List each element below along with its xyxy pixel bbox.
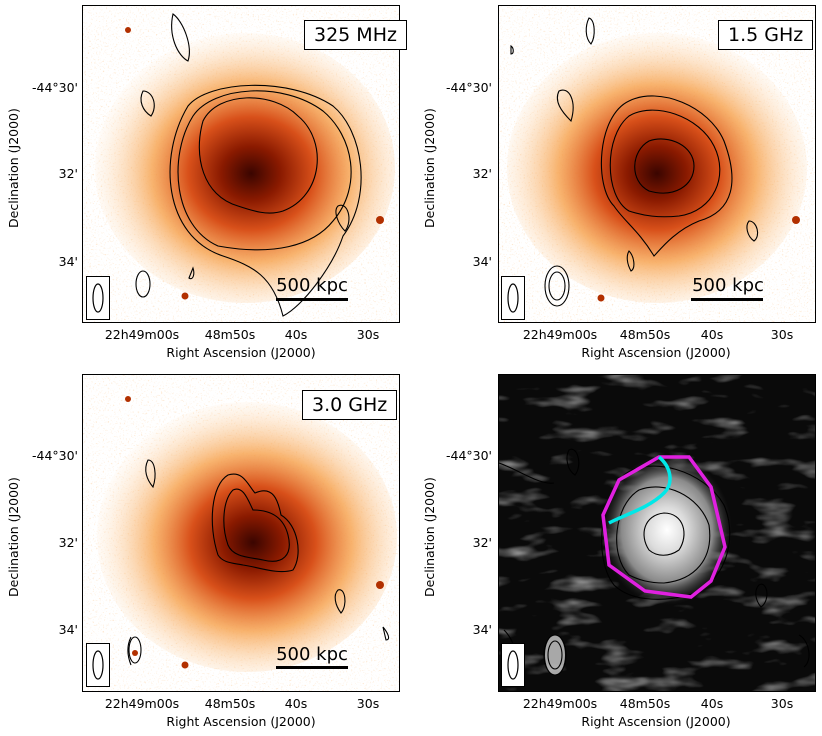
scale-bar bbox=[276, 666, 348, 669]
scale-bar-label: 500 kpc bbox=[692, 275, 764, 296]
xtick: 48m50s bbox=[619, 696, 671, 711]
ytick: 32' bbox=[58, 535, 78, 550]
radio-image-grayscale bbox=[498, 374, 816, 692]
ytick: -44°30' bbox=[31, 448, 78, 463]
y-axis-label: Declination (J2000) bbox=[6, 108, 21, 228]
xtick: 48m50s bbox=[204, 327, 256, 342]
xtick: 48m50s bbox=[619, 327, 671, 342]
ytick: 32' bbox=[472, 166, 492, 181]
frequency-label-325: 325 MHz bbox=[304, 20, 407, 50]
ytick: 34' bbox=[472, 622, 492, 637]
halo-outline bbox=[601, 455, 727, 599]
xray-image-325 bbox=[82, 5, 400, 323]
xtick: 40s bbox=[284, 327, 308, 342]
scale-bar bbox=[276, 298, 348, 301]
y-axis-label: Declination (J2000) bbox=[6, 477, 21, 597]
xray-map bbox=[83, 6, 399, 322]
ytick: -44°30' bbox=[31, 80, 78, 95]
beam-ellipse-box bbox=[86, 276, 110, 320]
beam-ellipse-box bbox=[501, 643, 525, 687]
xtick: 30s bbox=[770, 696, 794, 711]
y-axis-label: Declination (J2000) bbox=[422, 108, 437, 228]
relic-outline bbox=[608, 455, 672, 525]
xtick: 40s bbox=[284, 696, 308, 711]
scale-bar-label: 500 kpc bbox=[276, 275, 348, 296]
x-axis-label: Right Ascension (J2000) bbox=[166, 345, 316, 360]
xray-image-3000 bbox=[82, 374, 400, 692]
x-axis-label: Right Ascension (J2000) bbox=[581, 345, 731, 360]
ytick: 32' bbox=[472, 535, 492, 550]
beam-ellipse-box bbox=[86, 643, 110, 687]
frequency-label-1500: 1.5 GHz bbox=[718, 20, 814, 50]
xtick: 30s bbox=[770, 327, 794, 342]
xtick: 22h49m00s bbox=[522, 696, 598, 711]
ytick: 34' bbox=[472, 254, 492, 269]
xtick: 22h49m00s bbox=[104, 696, 180, 711]
xtick: 30s bbox=[356, 696, 380, 711]
scale-bar bbox=[691, 298, 763, 301]
y-axis-label: Declination (J2000) bbox=[422, 477, 437, 597]
radio-map bbox=[499, 375, 815, 691]
ytick: 34' bbox=[58, 622, 78, 637]
xtick: 40s bbox=[700, 696, 724, 711]
xtick: 22h49m00s bbox=[522, 327, 598, 342]
xray-map bbox=[499, 6, 815, 322]
beam-ellipse-box bbox=[501, 276, 525, 320]
ytick: 32' bbox=[58, 166, 78, 181]
ytick: -44°30' bbox=[445, 448, 492, 463]
xtick: 48m50s bbox=[204, 696, 256, 711]
ytick: -44°30' bbox=[445, 80, 492, 95]
xtick: 40s bbox=[700, 327, 724, 342]
x-axis-label: Right Ascension (J2000) bbox=[581, 714, 731, 729]
xray-map bbox=[83, 375, 399, 691]
xray-image-1500 bbox=[498, 5, 816, 323]
xtick: 22h49m00s bbox=[104, 327, 180, 342]
xtick: 30s bbox=[356, 327, 380, 342]
scale-bar-label: 500 kpc bbox=[276, 644, 348, 665]
x-axis-label: Right Ascension (J2000) bbox=[166, 714, 316, 729]
ytick: 34' bbox=[58, 254, 78, 269]
frequency-label-3000: 3.0 GHz bbox=[302, 390, 398, 420]
